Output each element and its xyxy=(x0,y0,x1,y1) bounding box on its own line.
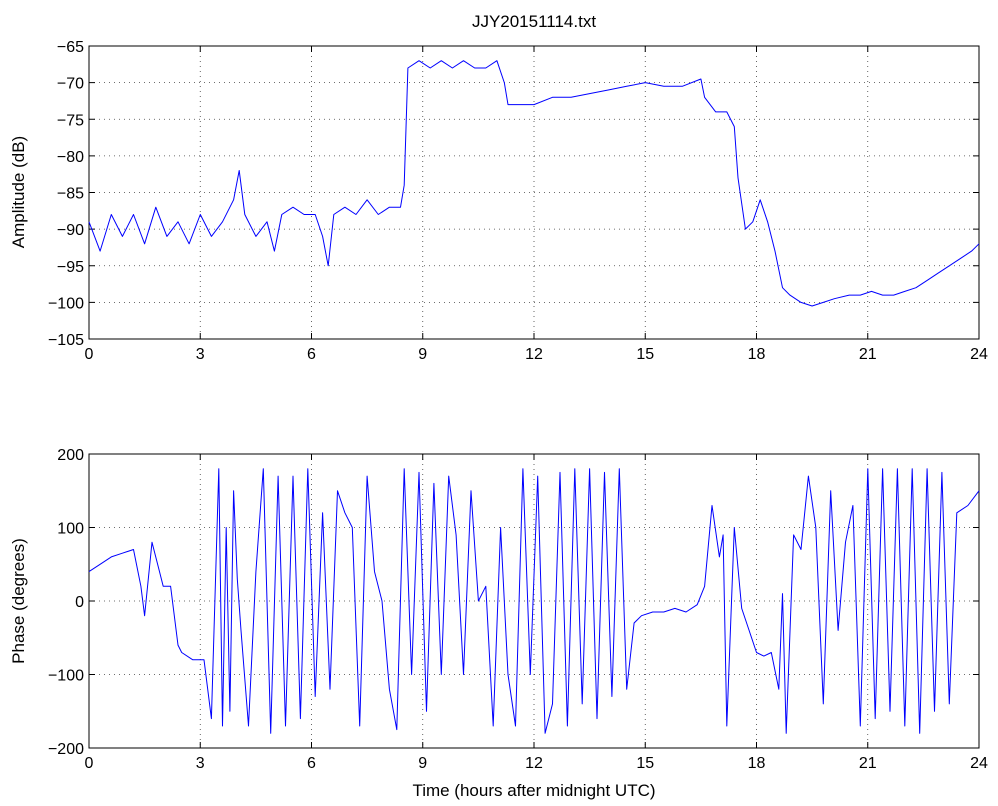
phase-series-line xyxy=(88,468,980,734)
amplitude-x-tick-label: 21 xyxy=(859,346,877,363)
phase-x-tick-label: 12 xyxy=(525,755,543,772)
amplitude-x-tick-label: 6 xyxy=(307,346,316,363)
amplitude-y-tick-label: −70 xyxy=(57,76,84,93)
phase-tick-labels: 0 3 6 9 12 15 18 21 24 200 100 0 −100 −200 xyxy=(48,447,988,772)
amplitude-y-tick-label: −85 xyxy=(57,186,84,203)
phase-x-tick-label: 6 xyxy=(307,755,316,772)
amplitude-series-line xyxy=(88,60,980,307)
phase-x-tick-label: 9 xyxy=(418,755,427,772)
amplitude-y-tick-label: −95 xyxy=(57,259,84,276)
phase-y-tick-label: 0 xyxy=(75,594,84,611)
phase-y-tick-label: 200 xyxy=(57,447,84,464)
amplitude-ticks xyxy=(88,45,980,340)
amplitude-x-tick-label: 12 xyxy=(525,346,543,363)
phase-plot: 0 3 6 9 12 15 18 21 24 200 100 0 −100 −200 Phase (deg… xyxy=(9,447,988,800)
chart-title: JJY20151114.txt xyxy=(472,12,596,31)
amplitude-y-tick-label: −90 xyxy=(57,222,84,239)
x-axis-label: Time (hours after midnight UTC) xyxy=(412,781,655,800)
amplitude-y-tick-label: −80 xyxy=(57,149,84,166)
amplitude-x-tick-label: 9 xyxy=(418,346,427,363)
amplitude-y-tick-label: −100 xyxy=(48,295,84,312)
phase-x-tick-label: 21 xyxy=(859,755,877,772)
phase-y-tick-label: −100 xyxy=(48,668,84,685)
amplitude-data xyxy=(88,60,980,307)
amplitude-y-axis-label: Amplitude (dB) xyxy=(9,136,28,248)
phase-y-tick-label: −200 xyxy=(48,741,84,758)
phase-x-tick-label: 24 xyxy=(970,755,988,772)
phase-y-axis-label: Phase (degrees) xyxy=(9,538,28,664)
amplitude-x-tick-label: 3 xyxy=(196,346,205,363)
amplitude-tick-labels: 0 3 6 9 12 15 18 21 24 −65 −70 −75 −80 −85 −90 −95 −100 −… xyxy=(48,39,988,363)
amplitude-y-tick-label: −75 xyxy=(57,112,84,129)
phase-y-tick-label: 100 xyxy=(57,521,84,538)
amplitude-grid xyxy=(89,46,979,339)
amplitude-x-tick-label: 0 xyxy=(85,346,94,363)
phase-data xyxy=(88,468,980,734)
amplitude-x-tick-label: 15 xyxy=(636,346,654,363)
amplitude-plot: 0 3 6 9 12 15 18 21 24 −65 −70 −75 −80 −85 −90 −95 −100 −… xyxy=(9,39,988,363)
amplitude-x-tick-label: 18 xyxy=(748,346,766,363)
phase-x-tick-label: 0 xyxy=(85,755,94,772)
phase-x-tick-label: 18 xyxy=(748,755,766,772)
phase-ticks xyxy=(88,453,980,749)
amplitude-y-tick-label: −65 xyxy=(57,39,84,56)
phase-x-tick-label: 3 xyxy=(196,755,205,772)
phase-x-tick-label: 15 xyxy=(636,755,654,772)
amplitude-y-tick-label: −105 xyxy=(48,332,84,349)
amplitude-x-tick-label: 24 xyxy=(970,346,988,363)
phase-grid xyxy=(89,454,979,748)
